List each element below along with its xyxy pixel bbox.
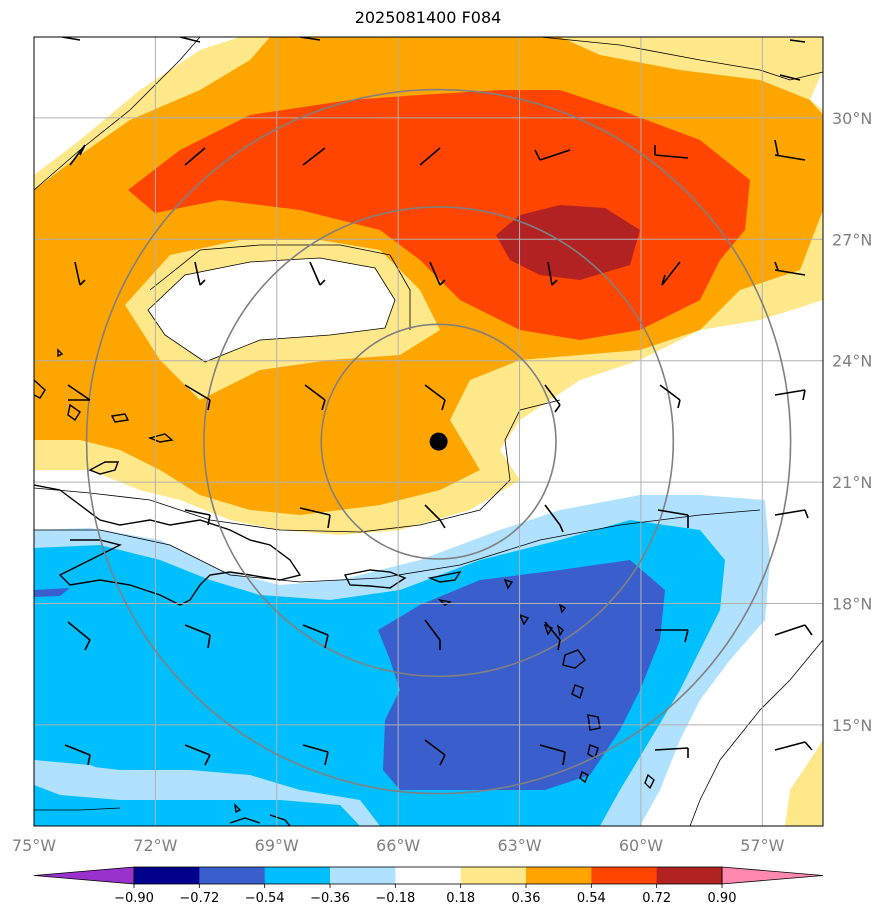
contour-fill-cyan-south xyxy=(34,785,360,826)
lat-tick-label: 21°N xyxy=(832,473,872,492)
map-title: 2025081400 F084 xyxy=(354,8,502,27)
lon-tick-label: 72°W xyxy=(133,836,177,855)
lon-tick-label: 57°W xyxy=(740,836,784,855)
map-plot-area xyxy=(34,37,823,826)
colorbar-tick-label: −0.72 xyxy=(179,891,219,906)
colorbar-bin xyxy=(656,867,723,884)
plot-frame xyxy=(33,36,824,827)
storm-center-marker xyxy=(429,432,448,451)
colorbar-tick-label: 0.36 xyxy=(512,891,541,906)
contour-fill-purple-edge xyxy=(34,588,70,597)
lat-tick-label: 27°N xyxy=(832,230,872,249)
contour-fill-yellow-corner xyxy=(785,740,823,826)
colorbar-bin xyxy=(199,867,266,884)
lon-tick-label: 75°W xyxy=(12,836,56,855)
range-ring xyxy=(85,88,792,795)
colorbar-bin xyxy=(134,867,200,884)
colorbar-bin xyxy=(264,867,331,884)
colorbar-tick-label: 0.72 xyxy=(642,891,671,906)
lat-tick-labels: 30°N 27°N 24°N 21°N 18°N 15°N xyxy=(832,109,872,735)
contour-fill-dark-red xyxy=(496,205,640,280)
colorbar-bin xyxy=(526,867,592,884)
range-rings xyxy=(85,88,792,795)
colorbar-extend-low xyxy=(33,866,135,885)
contour-fill-red-orange xyxy=(128,90,750,340)
colorbar-tick-label: 0.54 xyxy=(577,891,606,906)
colorbar-bin xyxy=(591,867,658,884)
colorbar-tick-label: −0.18 xyxy=(375,891,415,906)
contour-fill-white-hole xyxy=(148,258,395,362)
colorbar-tick-label: −0.54 xyxy=(245,891,285,906)
lon-tick-label: 63°W xyxy=(497,836,541,855)
colorbar-tick-label: −0.36 xyxy=(310,891,350,906)
grid-lines xyxy=(34,37,823,826)
colorbar-bin xyxy=(395,867,462,884)
coastlines xyxy=(34,348,655,826)
lon-tick-label: 69°W xyxy=(255,836,299,855)
colorbar-tick-label: 0.18 xyxy=(446,891,475,906)
lon-tick-labels: 75°W 72°W 69°W 66°W 63°W 60°W 57°W xyxy=(12,836,785,855)
lat-tick-label: 30°N xyxy=(832,109,872,128)
lat-tick-label: 15°N xyxy=(832,716,872,735)
lat-tick-label: 18°N xyxy=(832,594,872,613)
colorbar-bin xyxy=(330,867,396,884)
contour-lines xyxy=(34,37,823,826)
colorbar-bin xyxy=(460,867,527,884)
colorbar-tick-label: 0.90 xyxy=(708,891,737,906)
colorbar-tick-label: −0.90 xyxy=(114,891,154,906)
wind-barbs xyxy=(61,37,813,766)
range-ring xyxy=(320,323,557,560)
range-ring xyxy=(203,206,675,678)
lon-tick-label: 66°W xyxy=(376,836,420,855)
colorbar-extend-high xyxy=(721,866,824,885)
colorbar: −0.90 −0.72 −0.54 −0.36 −0.18 0.18 0.36 0.54 0.7… xyxy=(33,866,824,906)
lon-tick-label: 60°W xyxy=(619,836,663,855)
lat-tick-label: 24°N xyxy=(832,352,872,371)
colorbar-frame xyxy=(133,866,723,885)
